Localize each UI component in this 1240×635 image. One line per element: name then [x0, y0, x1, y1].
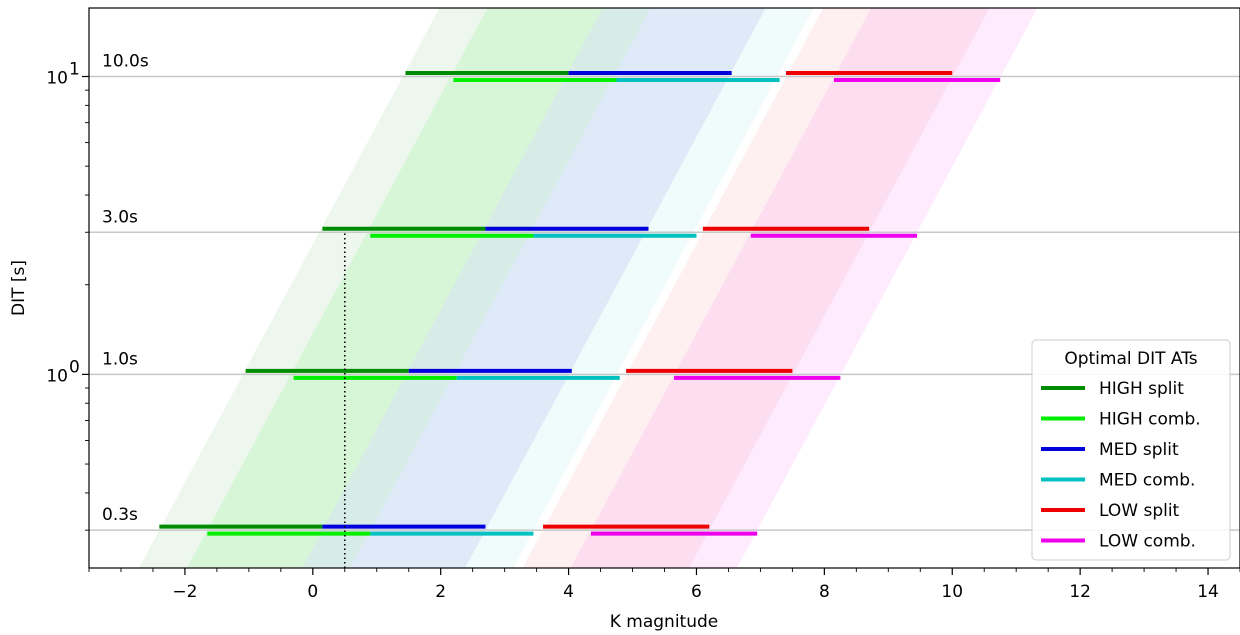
x-axis-label: K magnitude: [610, 612, 719, 632]
y-tick-exponent: 0: [69, 357, 80, 377]
legend-entry-label: MED split: [1099, 440, 1179, 460]
band-0: [139, 8, 603, 568]
dit-label: 3.0s: [102, 207, 138, 227]
x-tick-label: 0: [307, 582, 318, 602]
x-tick-label: 14: [1197, 582, 1219, 602]
dit-label: 10.0s: [102, 52, 149, 72]
band-1: [186, 8, 651, 568]
legend-entry-label: MED comb.: [1099, 471, 1195, 491]
legend: Optimal DIT ATs HIGH split HIGH comb. MED …: [1031, 339, 1231, 561]
legend-box: [1031, 339, 1231, 561]
x-tick-label: 4: [563, 582, 574, 602]
x-tick-label: −2: [172, 582, 197, 602]
band-3: [350, 8, 814, 568]
dit-label: 0.3s: [102, 505, 138, 525]
magnitude-bands: [139, 8, 1038, 568]
x-tick-label: 12: [1069, 582, 1091, 602]
y-tick-exponent: 1: [69, 60, 80, 80]
x-tick-label: 6: [691, 582, 702, 602]
y-tick-label: 10: [46, 366, 68, 386]
legend-entry-label: LOW comb.: [1099, 532, 1196, 552]
x-tick-label: 10: [941, 582, 963, 602]
band-4: [522, 8, 990, 568]
y-axis: 100101102: [46, 60, 89, 531]
x-axis: −2 0 2 4 6 8 10 12 14: [88, 568, 1240, 602]
legend-entry-label: HIGH split: [1099, 379, 1184, 399]
dit-range-bars: [159, 71, 1001, 536]
y-axis-label: DIT [s]: [9, 260, 29, 316]
legend-entry-label: LOW split: [1099, 501, 1180, 521]
band-2: [302, 8, 766, 568]
x-tick-label: 8: [819, 582, 830, 602]
y-tick-label: 10: [46, 69, 68, 89]
legend-title: Optimal DIT ATs: [1064, 349, 1197, 369]
legend-entry-label: HIGH comb.: [1099, 410, 1201, 430]
band-5: [570, 8, 1038, 568]
x-tick-label: 2: [435, 582, 446, 602]
dit-label: 1.0s: [102, 349, 138, 369]
